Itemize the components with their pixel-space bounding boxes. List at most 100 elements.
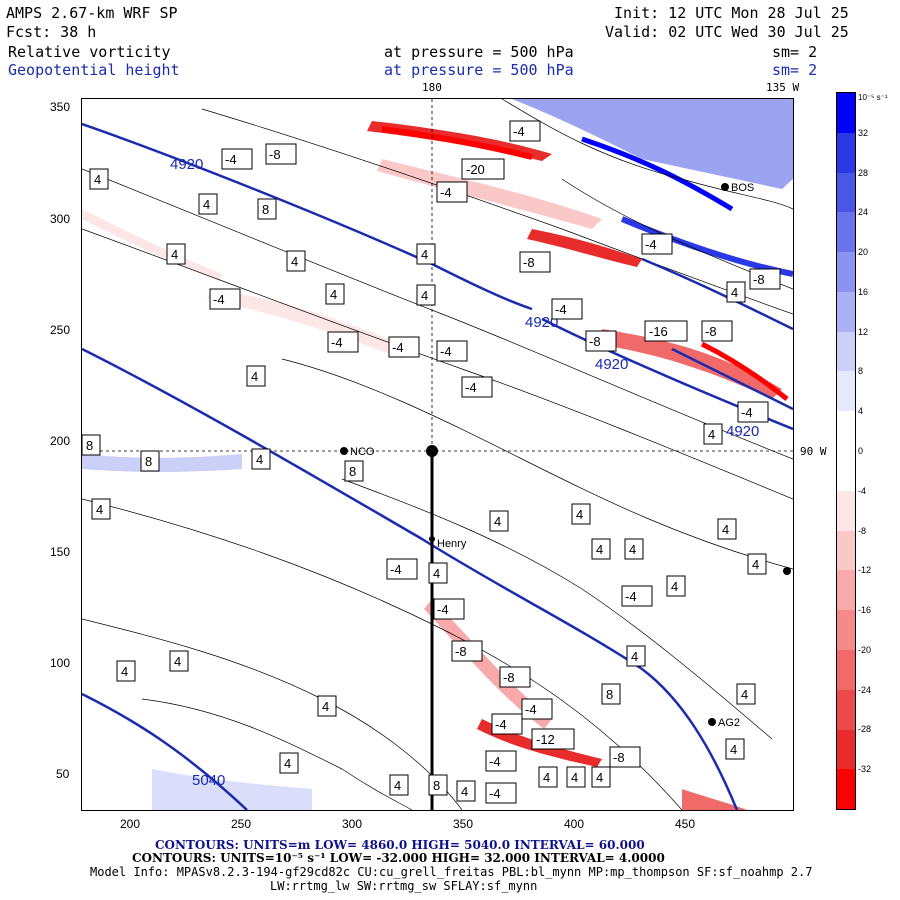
vort-label: -4: [461, 376, 493, 398]
station-marker-nco: [340, 447, 348, 455]
svg-text:4: 4: [629, 542, 636, 557]
vort-label: 4: [317, 695, 337, 717]
vort-label: -4: [509, 120, 541, 142]
vort-label: 8: [428, 774, 448, 796]
physics-info: LW:rrtmg_lw SW:rrtmg_sw SFLAY:sf_mynn: [270, 879, 538, 893]
vort-label: 4: [591, 538, 611, 560]
colorbar-segment: [837, 331, 855, 372]
station-marker-ag2: [708, 718, 716, 726]
svg-text:8: 8: [433, 778, 440, 793]
field2-smoothing: sm= 2: [772, 61, 818, 79]
colorbar-segment: [837, 411, 855, 452]
vort-label: -4: [386, 558, 418, 580]
x-tick-label: 400: [564, 817, 585, 831]
colorbar-label: 0: [858, 446, 864, 456]
svg-text:4: 4: [433, 566, 440, 581]
colorbar-segment: [837, 570, 855, 611]
vort-label: 4: [591, 766, 611, 788]
svg-text:4: 4: [631, 649, 638, 664]
meridian-180-label: 180: [422, 81, 442, 94]
station-label-henry: Henry: [437, 538, 467, 550]
vorticity-labels: 4 4 -4 -8 8 4 4 4 -4 4 4 -4 -4 -4 4 -4 8…: [82, 120, 781, 804]
station-marker-bos: [721, 183, 729, 191]
colorbar-label: -8: [858, 525, 867, 536]
vort-label: 4: [416, 243, 436, 265]
colorbar-segment: [837, 451, 855, 491]
svg-text:-4: -4: [465, 380, 477, 395]
svg-text:-4: -4: [213, 292, 225, 307]
map-panel: NCO Henry BOS AG2 4920 4920 4920 4920 50…: [81, 98, 794, 811]
vort-label: -8: [701, 320, 733, 342]
colorbar-label: -20: [858, 644, 872, 655]
height-label: 5040: [192, 772, 225, 789]
vorticity-height-map: NCO Henry BOS AG2 4920 4920 4920 4920 50…: [82, 99, 793, 810]
vort-label: -8: [585, 330, 617, 352]
svg-text:4: 4: [121, 664, 128, 679]
colorbar-segment: [837, 212, 855, 253]
x-tick-label: 350: [453, 817, 474, 831]
svg-text:4: 4: [494, 514, 501, 529]
y-tick-label: 200: [50, 434, 71, 448]
y-tick-label: 150: [50, 545, 71, 559]
vort-label: 4: [389, 774, 409, 796]
svg-text:4: 4: [576, 507, 583, 522]
svg-text:4: 4: [322, 699, 329, 714]
vort-label: 4: [736, 683, 756, 705]
svg-text:-4: -4: [489, 754, 501, 769]
vort-label: 4: [246, 365, 266, 387]
height-label: 4920: [170, 156, 203, 173]
forecast-hour: Fcst: 38 h: [6, 23, 97, 41]
svg-text:-4: -4: [741, 405, 753, 420]
svg-text:4: 4: [741, 687, 748, 702]
vort-label: -16: [644, 320, 688, 342]
vort-label: -8: [499, 666, 531, 688]
svg-text:-4: -4: [495, 717, 507, 732]
colorbar-label: 32: [858, 127, 869, 138]
meridian-135w-label: 135 W: [766, 81, 800, 94]
station-marker-center: [426, 445, 438, 457]
colorbar-label: 12: [858, 326, 869, 337]
vort-label: 4: [624, 538, 644, 560]
svg-text:4: 4: [96, 502, 103, 517]
svg-text:-8: -8: [613, 750, 625, 765]
vort-label: 4: [571, 503, 591, 525]
svg-text:4: 4: [171, 247, 178, 262]
field1-smoothing: sm= 2: [772, 43, 818, 61]
vort-label: -12: [531, 728, 575, 750]
svg-text:4: 4: [256, 452, 263, 467]
svg-text:-4: -4: [645, 237, 657, 252]
vort-label: -8: [609, 746, 641, 768]
colorbar-segment: [837, 530, 855, 571]
svg-text:-4: -4: [437, 602, 449, 617]
svg-text:4: 4: [596, 542, 603, 557]
y-tick-label: 300: [50, 212, 71, 226]
colorbar-label: -12: [858, 565, 872, 576]
vort-label: 4: [538, 766, 558, 788]
model-title: AMPS 2.67-km WRF SP: [6, 4, 178, 22]
vort-label: -4: [621, 585, 653, 607]
field1-pressure: at pressure = 500 hPa: [384, 43, 574, 61]
svg-text:-8: -8: [753, 272, 765, 287]
vort-label: 4: [89, 168, 109, 190]
x-tick-label: 200: [120, 817, 141, 831]
svg-text:-4: -4: [331, 335, 343, 350]
svg-text:-4: -4: [513, 124, 525, 139]
station-labels: NCO Henry BOS AG2: [350, 182, 754, 729]
colorbar-label: 16: [858, 286, 869, 297]
y-tick-label: 250: [50, 323, 71, 337]
vort-label: 4: [279, 752, 299, 774]
colorbar-label: 20: [858, 247, 869, 258]
vort-label: -20: [461, 158, 505, 180]
field2-name: Geopotential height: [8, 61, 180, 79]
svg-text:4: 4: [596, 770, 603, 785]
svg-text:-4: -4: [225, 152, 237, 167]
model-info: Model Info: MPASv8.2.3-194-gf29cd82c CU:…: [90, 865, 813, 879]
vort-label: -8: [519, 251, 551, 273]
vort-label: 4: [166, 243, 186, 265]
field1-name: Relative vorticity: [8, 43, 171, 61]
colorbar-label: 4: [858, 406, 864, 417]
svg-text:4: 4: [251, 369, 258, 384]
station-marker-henry: [429, 536, 435, 542]
colorbar-label: -32: [858, 764, 872, 775]
